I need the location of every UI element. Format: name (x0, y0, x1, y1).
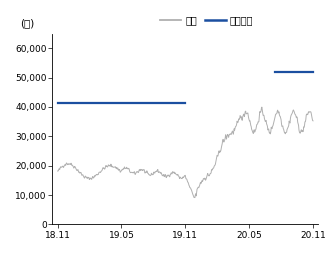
Text: (원): (원) (21, 18, 35, 28)
Legend: 주가, 목표주가: 주가, 목표주가 (156, 12, 257, 29)
